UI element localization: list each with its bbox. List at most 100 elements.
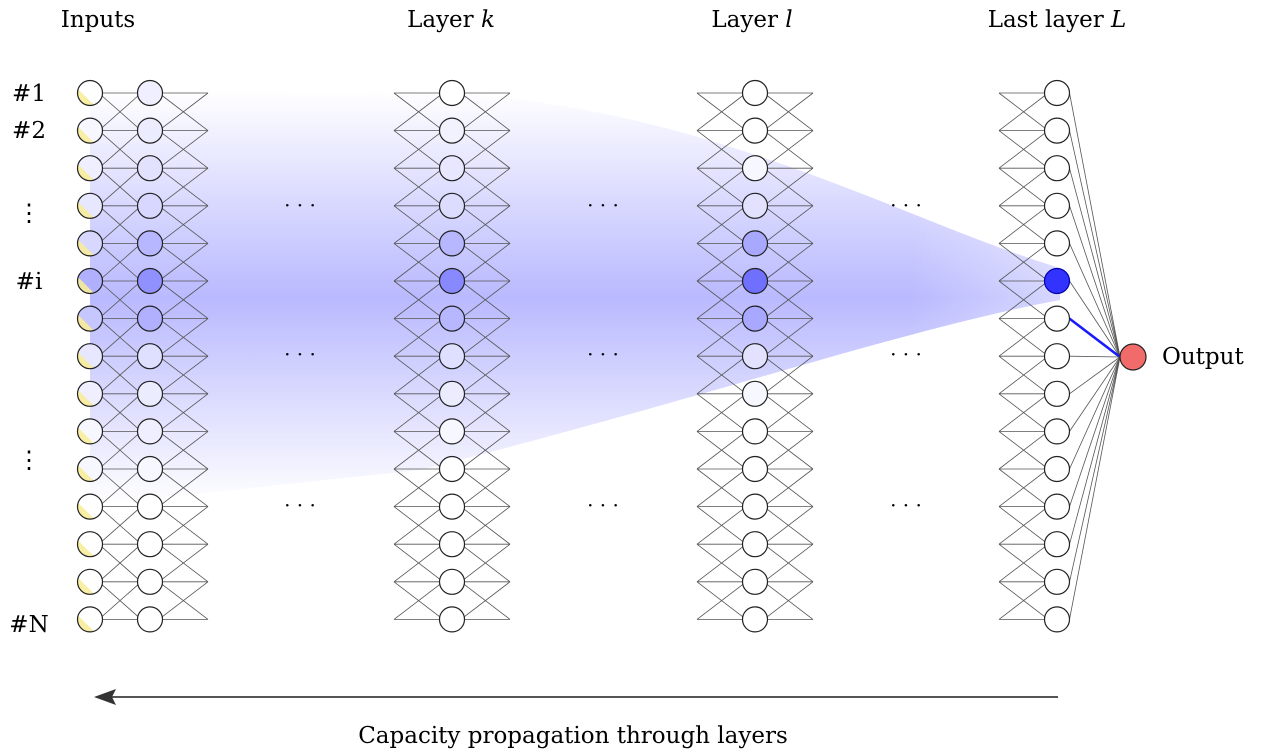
edge-layer-l-cross xyxy=(696,318,747,357)
last-layer-node xyxy=(1043,455,1071,483)
edge-layer-l-cross xyxy=(763,167,814,207)
edge-last-cross xyxy=(998,205,1049,244)
edge-layer-k-cross xyxy=(460,243,511,282)
edge-layer-k-cross xyxy=(393,205,444,244)
hidden1-node xyxy=(136,267,164,295)
input-wedge xyxy=(77,126,94,144)
input-node xyxy=(76,606,104,633)
input-node xyxy=(76,305,104,332)
edge-to-output xyxy=(1069,92,1121,358)
edge-to-output xyxy=(1069,168,1121,358)
edge-layer-l-cross xyxy=(763,581,814,620)
edge-layer-k-cross xyxy=(460,167,511,207)
ellipsis-h-2-top: · · · xyxy=(587,193,619,217)
layer-l-node xyxy=(741,606,769,633)
edge-to-output xyxy=(1069,356,1121,582)
edge-hidden1-cross xyxy=(158,318,209,357)
row-label-n: #N xyxy=(9,612,48,638)
input-node xyxy=(76,568,104,595)
layer-k-node xyxy=(438,380,466,407)
last-layer-node xyxy=(1043,192,1071,219)
layer-k-node xyxy=(438,267,466,295)
layer-k-node xyxy=(438,79,466,107)
layer-l-node xyxy=(741,380,769,407)
input-node xyxy=(76,343,104,370)
edge-last-cross xyxy=(998,506,1049,545)
input-wedge xyxy=(77,465,94,482)
edge-input-cross xyxy=(98,167,142,207)
edge-layer-l-cross xyxy=(763,543,814,583)
edge-to-output xyxy=(1069,355,1121,358)
layer-k-node xyxy=(438,493,466,520)
edge-input-cross xyxy=(98,92,142,131)
row-label-1: #1 xyxy=(12,81,46,107)
layer-l-node xyxy=(741,79,769,107)
propagation-arrow xyxy=(94,689,1058,705)
input-node xyxy=(76,79,104,107)
edge-hidden1-cross xyxy=(158,130,209,169)
input-node-ring xyxy=(76,568,104,595)
hidden1-node xyxy=(136,117,164,144)
edge-layer-l-cross xyxy=(696,205,747,244)
edge-hidden1-cross xyxy=(158,543,209,583)
input-node-ring xyxy=(76,531,104,558)
layer-k-node xyxy=(438,155,466,182)
input-wedge xyxy=(77,277,94,294)
edge-last-cross xyxy=(998,468,1049,507)
edge-to-output xyxy=(1069,205,1121,358)
layer-k-node xyxy=(438,305,466,332)
input-node xyxy=(76,192,104,219)
input-wedge xyxy=(77,540,94,557)
last-layer-node xyxy=(1043,568,1071,595)
edge-hidden1-cross xyxy=(158,280,209,319)
hidden1-node xyxy=(136,343,164,370)
edge-input-cross xyxy=(98,280,142,319)
edge-last-cross xyxy=(998,318,1049,357)
input-wedge xyxy=(77,239,94,256)
ellipsis-h-1-top: · · · xyxy=(284,193,316,217)
input-node-ring xyxy=(76,493,104,520)
edge-layer-k-cross xyxy=(393,355,444,395)
edge-to-output xyxy=(1069,356,1121,470)
edge-input-cross xyxy=(98,468,142,507)
last-layer-node xyxy=(1043,380,1071,407)
edge-to-output xyxy=(1069,356,1121,507)
input-node-ring xyxy=(76,192,104,219)
edge-to-output xyxy=(1069,243,1121,358)
ellipsis-h-1-mid: · · · xyxy=(284,342,316,366)
edge-layer-k-cross xyxy=(393,543,444,583)
edge-layer-k-cross xyxy=(393,130,444,169)
edge-layer-l-cross xyxy=(763,506,814,545)
input-node-ring xyxy=(76,343,104,370)
layer-k-node xyxy=(438,606,466,633)
edge-last-cross xyxy=(998,393,1049,432)
ellipsis-h-2-mid: · · · xyxy=(587,342,619,366)
edge-layer-l-cross xyxy=(763,355,814,395)
input-wedge xyxy=(77,390,94,407)
layer-k-node xyxy=(438,418,466,445)
last-layer-node xyxy=(1043,305,1071,332)
edge-layer-k-cross xyxy=(460,468,511,507)
last-layer-node xyxy=(1043,418,1071,445)
hidden1-node xyxy=(136,192,164,219)
edge-last-cross xyxy=(998,543,1049,583)
edge-layer-k-cross xyxy=(393,468,444,507)
ellipsis-h-3-mid: · · · xyxy=(890,342,922,366)
input-node xyxy=(76,230,104,257)
edge-layer-k-cross xyxy=(393,318,444,357)
input-wedge xyxy=(77,314,94,332)
layer-k-node xyxy=(438,117,466,144)
arrow-head xyxy=(94,689,116,705)
edge-layer-l-cross xyxy=(763,92,814,131)
edge-hidden1-cross xyxy=(158,355,209,395)
hidden1-node xyxy=(136,380,164,407)
edge-layer-l-cross xyxy=(696,543,747,583)
input-node-ring xyxy=(76,155,104,182)
input-node xyxy=(76,155,104,182)
last-layer-node xyxy=(1043,155,1071,182)
edge-layer-l-cross xyxy=(696,506,747,545)
last-layer-node xyxy=(1043,117,1071,144)
edge-last-cross xyxy=(998,431,1049,470)
layer-l-node xyxy=(741,343,769,370)
last-layer-node-active xyxy=(1043,267,1071,295)
